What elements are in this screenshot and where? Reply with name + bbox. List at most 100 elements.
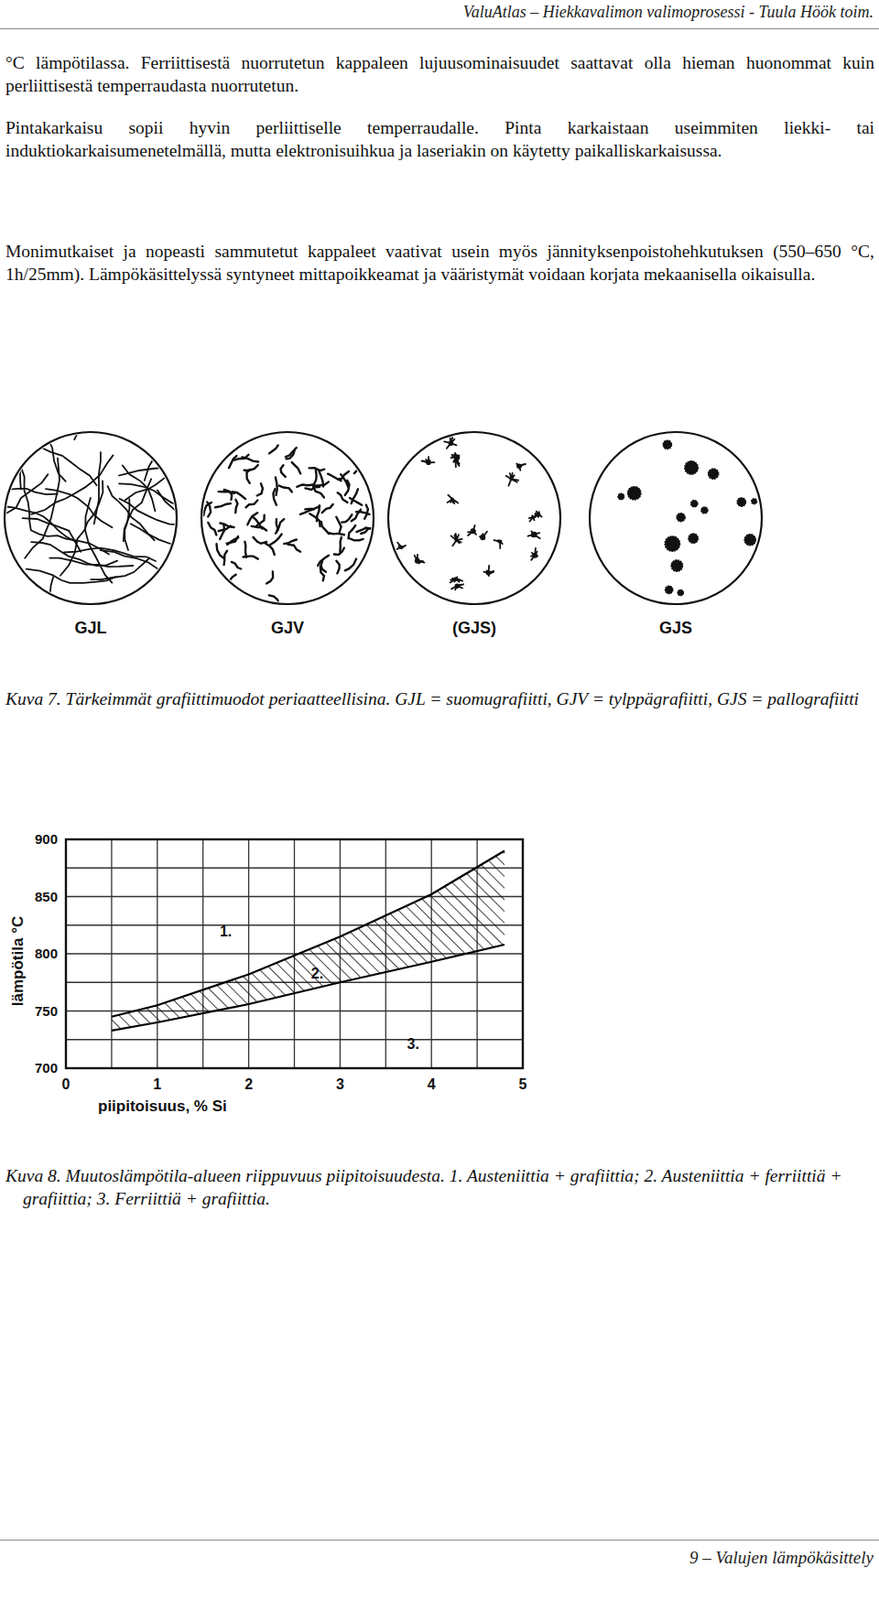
spike — [456, 586, 463, 588]
vermicular — [345, 559, 357, 572]
caption: Kuva 8. Muutoslämpötila-alueen riippuvuu… — [5, 1165, 867, 1211]
vermicular — [334, 548, 345, 556]
spike — [455, 458, 458, 461]
spike — [417, 560, 424, 563]
x-tick-label: 0 — [62, 1076, 71, 1093]
micrograph-border — [589, 432, 762, 605]
flake — [85, 498, 112, 584]
vermicular — [329, 533, 345, 536]
micrograph-border — [4, 432, 177, 605]
spike — [450, 437, 453, 444]
flake — [130, 523, 201, 585]
vermicular — [314, 481, 329, 486]
flake — [144, 385, 186, 481]
spike — [510, 475, 514, 479]
spike — [446, 443, 452, 449]
vermicular — [321, 521, 329, 534]
vermicular — [336, 517, 341, 532]
paragraph: Pintakarkaisu sopii hyvin perliittiselle… — [5, 117, 875, 163]
plot-data — [111, 851, 505, 1031]
flake — [94, 452, 101, 524]
spike — [533, 534, 540, 539]
spheroid — [676, 513, 685, 522]
micrograph-border — [201, 432, 374, 605]
boundary-line — [111, 851, 505, 1018]
vermicular — [266, 572, 273, 585]
vermicular — [228, 455, 237, 468]
spheroid — [707, 468, 718, 479]
vermicular — [219, 524, 225, 540]
spike — [533, 532, 540, 535]
spike — [452, 540, 456, 546]
caption-text: Muutoslämpötila-alueen riippuvuus piipit… — [22, 1166, 843, 1209]
region-label: 3. — [407, 1036, 420, 1053]
rule — [0, 1540, 879, 1541]
vermicular — [279, 486, 293, 493]
vermicular — [304, 487, 320, 490]
vermicular — [235, 499, 238, 513]
vermicular — [285, 447, 297, 457]
vermicular — [345, 480, 350, 496]
vermicular — [231, 562, 241, 570]
vermicular — [300, 509, 315, 515]
vermicular — [292, 462, 301, 474]
x-axis-label: piipitoisuus, % Si — [97, 1097, 228, 1116]
vermicular — [314, 469, 317, 485]
vermicular — [256, 515, 265, 527]
y-tick-label: 750 — [34, 1003, 58, 1020]
spike — [473, 531, 477, 535]
spike — [533, 548, 537, 556]
caption-label: Kuva 8. — [5, 1166, 62, 1186]
flake — [157, 490, 201, 529]
spheroid — [664, 586, 673, 595]
graphite-label: GJS — [659, 618, 693, 638]
flake — [31, 531, 109, 555]
flake — [24, 458, 60, 559]
vermicular — [270, 534, 283, 545]
spheroid — [688, 533, 699, 544]
flake — [31, 542, 118, 566]
vermicular — [348, 538, 363, 541]
spike — [530, 517, 534, 521]
rule — [0, 28, 879, 30]
spike — [510, 478, 519, 480]
vermicular — [309, 513, 320, 527]
spike — [450, 579, 456, 581]
vermicular — [341, 514, 352, 522]
vermicular — [276, 519, 284, 532]
flake — [90, 558, 150, 581]
vermicular — [253, 537, 268, 544]
spike — [493, 540, 500, 543]
spike — [482, 535, 485, 538]
spheroid — [677, 589, 684, 596]
vermicular — [356, 528, 372, 533]
spike — [528, 534, 535, 537]
spike — [467, 531, 474, 536]
micrograph — [618, 440, 758, 597]
spheroid — [751, 499, 758, 505]
flake — [125, 449, 214, 500]
spike — [529, 517, 533, 519]
spike — [508, 478, 511, 486]
flake — [20, 383, 61, 489]
page-header: ValuAtlas – Hiekkavalimon valimoprosessi… — [463, 2, 874, 22]
vermicular — [296, 485, 314, 488]
spike — [451, 586, 457, 589]
vermicular — [283, 540, 297, 545]
vermicular — [215, 503, 231, 508]
plot-background — [65, 839, 523, 1069]
vermicular — [244, 542, 247, 558]
caption-label: Kuva 7. — [5, 689, 62, 709]
spike — [455, 460, 459, 467]
graphite-label: GJV — [271, 618, 304, 638]
flake — [64, 548, 156, 562]
spike — [456, 584, 464, 586]
spheroid — [671, 560, 684, 573]
vermicular — [218, 526, 231, 532]
spike — [488, 571, 494, 574]
region-label: 1. — [219, 923, 232, 940]
spike — [455, 458, 456, 461]
vermicular — [275, 477, 278, 496]
y-tick-label: 700 — [34, 1060, 58, 1076]
x-tick-label: 3 — [336, 1076, 345, 1093]
